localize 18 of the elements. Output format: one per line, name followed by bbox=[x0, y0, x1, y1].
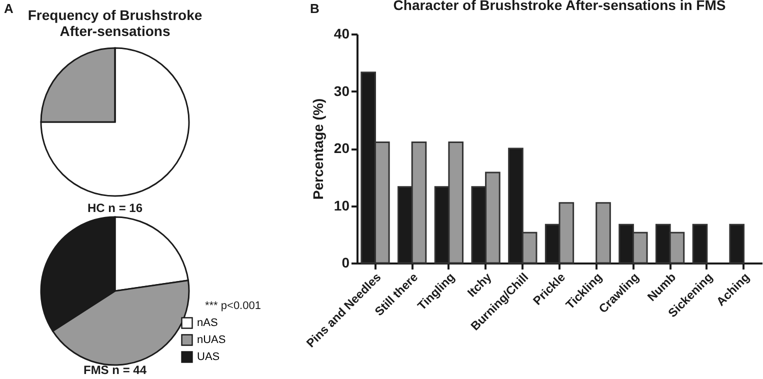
text: HC n = 16 bbox=[87, 201, 143, 215]
legend-label: nAS bbox=[197, 317, 218, 329]
chart-title: Frequency of Brushstroke After-sensations bbox=[28, 7, 202, 39]
chart-title: Character of Brushstroke After-sensations in FMS bbox=[393, 0, 726, 13]
y-tick-label: 10 bbox=[334, 197, 350, 214]
y-tick-label: 20 bbox=[334, 140, 350, 156]
text: B bbox=[310, 1, 320, 16]
y-tick-label: 30 bbox=[334, 82, 350, 99]
text: A bbox=[4, 1, 14, 16]
y-tick-label: 0 bbox=[342, 254, 350, 270]
text: FMS n = 44 bbox=[83, 363, 147, 377]
y-tick-label: 40 bbox=[334, 26, 350, 42]
bar bbox=[596, 202, 611, 264]
legend-label: UAS bbox=[197, 351, 220, 363]
y-axis-title: Percentage (%) bbox=[310, 98, 326, 200]
text: *** p<0.001 bbox=[205, 300, 261, 312]
legend-label: nUAS bbox=[197, 334, 226, 346]
pie-slice bbox=[40, 47, 190, 197]
